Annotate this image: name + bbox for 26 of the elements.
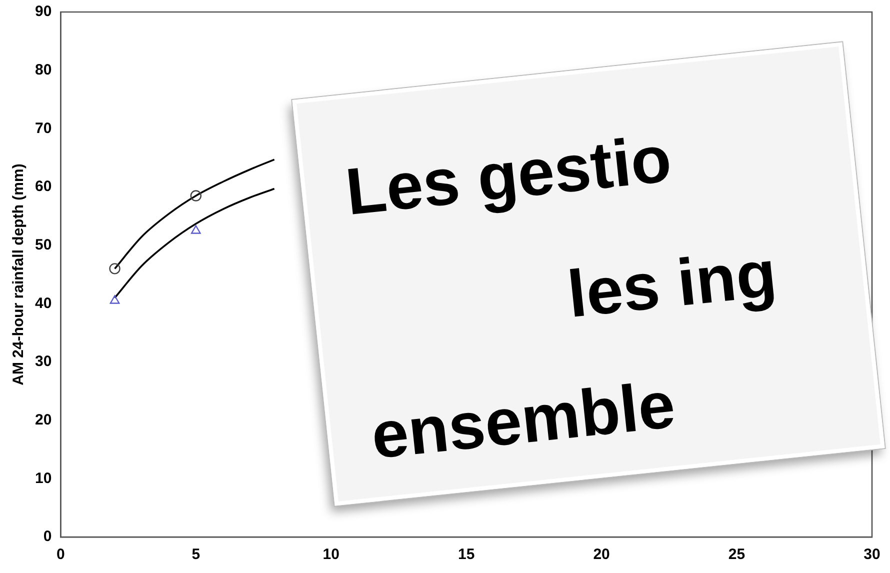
tilted-panel: Les gestio les ing ensemble bbox=[292, 42, 885, 506]
y-tick-label: 0 bbox=[43, 528, 52, 546]
x-tick-label: 30 bbox=[864, 546, 880, 564]
x-tick-label: 15 bbox=[458, 546, 475, 564]
y-tick-label: 80 bbox=[34, 61, 52, 78]
y-tick-label: 30 bbox=[34, 353, 52, 370]
x-tick-label: 10 bbox=[322, 546, 340, 564]
y-tick-label: 60 bbox=[34, 178, 52, 196]
y-tick-label: 90 bbox=[34, 3, 52, 20]
y-tick-label: 40 bbox=[34, 294, 52, 312]
annotation: les ing bbox=[564, 236, 780, 332]
annotation: Les gestio bbox=[342, 120, 675, 229]
y-axis-title: AM 24-hour rainfall depth (mm) bbox=[10, 164, 28, 386]
point bbox=[109, 263, 120, 274]
annotation: ensemble bbox=[368, 366, 678, 472]
x-tick-label: 5 bbox=[192, 546, 200, 564]
y-tick-label: 20 bbox=[34, 411, 52, 428]
y-tick-label: 70 bbox=[34, 120, 52, 137]
point bbox=[110, 295, 120, 304]
x-tick-label: 20 bbox=[593, 546, 610, 564]
point bbox=[190, 225, 201, 234]
point bbox=[190, 190, 202, 202]
x-tick-label: 0 bbox=[56, 546, 65, 564]
y-tick-label: 50 bbox=[34, 236, 52, 254]
y-tick-label: 10 bbox=[34, 470, 52, 487]
x-tick-label: 25 bbox=[728, 546, 746, 564]
